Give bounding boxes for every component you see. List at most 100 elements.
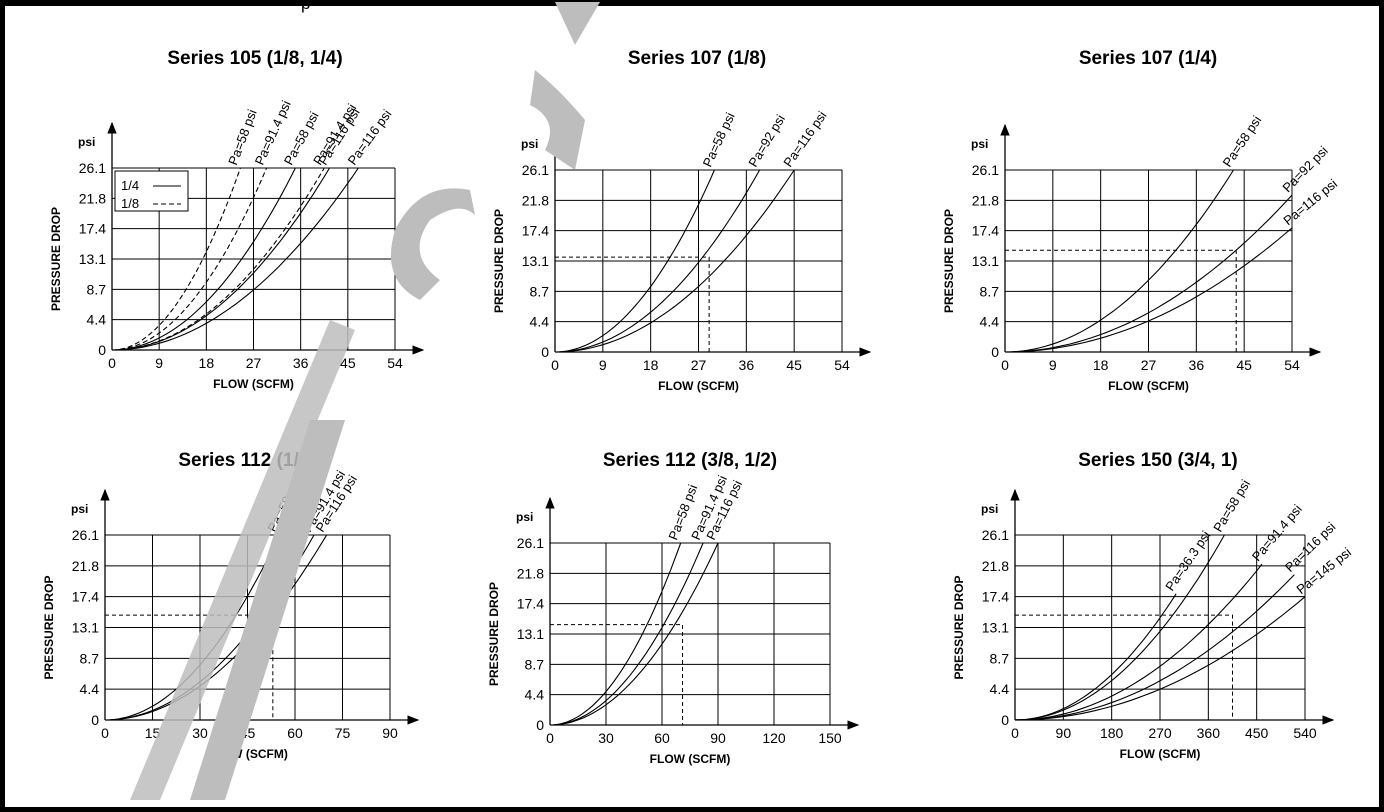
x-tick-label: 75	[335, 725, 351, 741]
x-tick-label: 150	[818, 730, 842, 746]
x-tick-label: 0	[1001, 357, 1009, 373]
header-fragment: p	[301, 0, 311, 13]
y-tick-label: 13.1	[72, 620, 99, 636]
x-tick-label: 90	[1056, 725, 1072, 741]
y-tick-label: 4.4	[87, 312, 107, 328]
series-curve	[111, 167, 359, 351]
x-tick-label: 0	[546, 730, 554, 746]
x-tick-label: 450	[1245, 725, 1269, 741]
y-tick-label: 4.4	[525, 687, 545, 703]
y-tick-label: 13.1	[79, 251, 106, 267]
chart-title: Series 150 (3/4, 1)	[1078, 450, 1238, 471]
y-tick-label: 4.4	[980, 314, 1000, 330]
x-tick-label: 0	[1011, 725, 1019, 741]
y-tick-label: 0	[1001, 712, 1009, 728]
x-tick-label: 30	[598, 730, 614, 746]
chart-title: Series 107 (1/4)	[1079, 48, 1217, 69]
chart-title: Series 105 (1/8, 1/4)	[167, 48, 342, 69]
chart-6: Series 150 (3/4, 1) 0 90 180 270 360 450 540 0 4.…	[952, 450, 1354, 761]
series-curve	[111, 167, 241, 351]
example-guide-line	[550, 624, 684, 725]
x-tick-label: 36	[293, 355, 309, 371]
x-tick-label: 27	[1141, 357, 1157, 373]
series-curve	[1014, 534, 1225, 721]
y-tick-label: 17.4	[972, 223, 999, 239]
y-tick-label: 17.4	[517, 596, 544, 612]
y-tick-label: 26.1	[522, 162, 549, 178]
x-tick-label: 90	[710, 730, 726, 746]
x-tick-label: 9	[1049, 357, 1057, 373]
y-tick-label: 17.4	[522, 223, 549, 239]
y-tick-label: 26.1	[72, 527, 99, 543]
y-tick-label: 8.7	[990, 650, 1010, 666]
series-curve	[549, 542, 719, 726]
series-curve	[111, 167, 268, 351]
series-curve	[111, 167, 330, 351]
chart-5: Series 112 (3/8, 1/2) 0 30 60 90 120 150 0 4.4 8.…	[487, 450, 860, 766]
x-tick-label: 36	[1189, 357, 1205, 373]
example-guide-line	[1005, 249, 1237, 352]
series-curve	[1014, 574, 1295, 721]
x-tick-label: 18	[643, 357, 659, 373]
y-tick-label: 8.7	[525, 656, 545, 672]
series-curve	[549, 542, 682, 726]
x-tick-label: 45	[1236, 357, 1252, 373]
y-tick-label: 4.4	[80, 681, 100, 697]
x-tick-label: 27	[246, 355, 262, 371]
series-curve	[1014, 563, 1263, 721]
series-label: Pa=36.3 psi	[1162, 528, 1213, 594]
y-tick-label: 0	[541, 344, 549, 360]
y-tick-label: 0	[98, 342, 106, 358]
series-label: Pa=58 psi	[700, 110, 738, 169]
x-tick-label: 18	[1093, 357, 1109, 373]
y-tick-label: 8.7	[530, 283, 550, 299]
y-tick-label: 13.1	[972, 253, 999, 269]
x-tick-label: 54	[834, 357, 850, 373]
chart-title: Series 107 (1/8)	[628, 48, 766, 69]
legend-label: 1/4	[121, 178, 139, 193]
x-tick-label: 18	[199, 355, 215, 371]
series-curve	[554, 169, 715, 353]
legend-box	[114, 170, 189, 212]
x-axis-label: FLOW (SCFM)	[658, 379, 739, 393]
series-curve	[554, 169, 795, 353]
y-unit-label: psi	[516, 510, 533, 524]
y-unit-label: psi	[78, 135, 95, 149]
y-tick-label: 21.8	[72, 558, 99, 574]
y-tick-label: 21.8	[972, 192, 999, 208]
x-tick-label: 60	[654, 730, 670, 746]
x-tick-label: 45	[786, 357, 802, 373]
series-curve	[549, 542, 704, 726]
chart-title: Series 112 (3/8, 1/2)	[603, 450, 777, 471]
y-unit-label: psi	[71, 502, 88, 516]
x-tick-label: 9	[599, 357, 607, 373]
y-tick-label: 4.4	[530, 314, 550, 330]
series-curve	[1004, 169, 1234, 353]
y-tick-label: 13.1	[517, 626, 544, 642]
x-tick-label: 0	[101, 725, 109, 741]
y-tick-label: 8.7	[87, 281, 107, 297]
x-tick-label: 54	[387, 355, 403, 371]
x-tick-label: 540	[1293, 725, 1317, 741]
y-unit-label: psi	[981, 502, 998, 516]
y-tick-label: 21.8	[79, 190, 106, 206]
y-tick-label: 21.8	[982, 558, 1009, 574]
x-axis-label: FLOW (SCFM)	[1108, 379, 1189, 393]
y-unit-label: psi	[521, 137, 538, 151]
y-tick-label: 0	[91, 712, 99, 728]
y-axis-label: PRESSURE DROP	[952, 575, 966, 679]
x-tick-label: 27	[691, 357, 707, 373]
series-label: Pa=58 psi	[1210, 477, 1253, 535]
y-tick-label: 13.1	[522, 253, 549, 269]
series-label: Pa=58 psi	[1220, 113, 1265, 170]
series-curve	[554, 169, 761, 353]
y-axis-label: PRESSURE DROP	[487, 582, 501, 686]
series-label: Pa=116 psi	[780, 108, 829, 169]
series-curve	[1014, 596, 1306, 721]
series-curve	[1004, 227, 1293, 353]
x-axis-label: FLOW (SCFM)	[1120, 747, 1201, 761]
y-axis-label: PRESSURE DROP	[42, 575, 56, 679]
y-tick-label: 26.1	[79, 160, 106, 176]
